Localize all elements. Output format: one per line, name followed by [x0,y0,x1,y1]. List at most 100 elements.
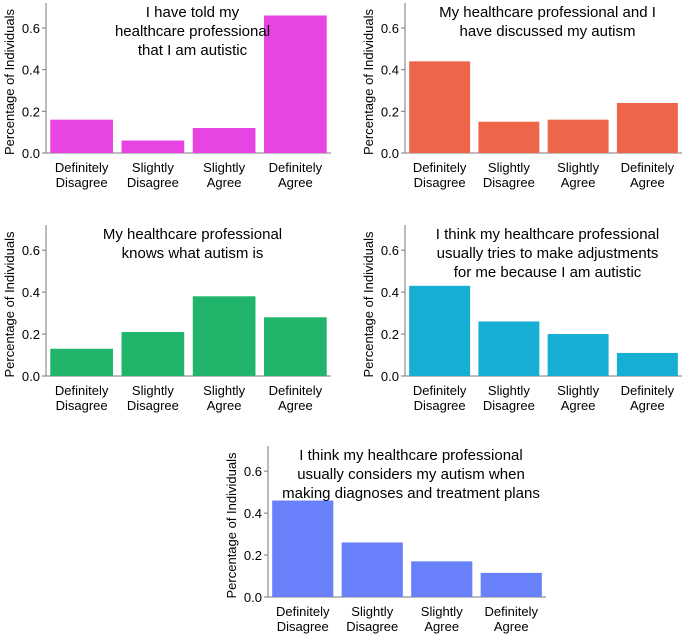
chart-panel-4: 0.0 0.2 0.4 0.6 Percentage of Individuals Def… [361,225,682,413]
y-tick-label: 0.6 [381,21,399,36]
x-tick-label: Definitely [621,383,675,398]
x-tick-label: Agree [207,398,242,413]
x-tick-label: Definitely [621,160,675,175]
bar [616,352,678,376]
x-tick-label: Disagree [56,175,108,190]
y-tick-label: 0.6 [244,464,262,479]
x-tick-label: Definitely [276,604,330,619]
bar [409,61,471,154]
x-tick-label: Slightly [132,383,174,398]
x-tick-label: Agree [561,398,596,413]
bar [480,572,542,597]
y-tick-label: 0.2 [381,104,399,119]
y-axis-label: Percentage of Individuals [361,9,376,155]
chart-title: have discussed my autism [460,23,636,40]
chart-panel-5: 0.0 0.2 0.4 0.6 Percentage of Individuals Def… [224,446,546,634]
x-tick-label: Agree [630,175,665,190]
y-tick-label: 0.4 [22,63,40,78]
x-tick-label: Slightly [421,604,463,619]
bar [341,542,403,597]
bar [547,119,609,153]
chart-title: I think my healthcare professional [299,447,522,464]
bar [50,348,113,376]
y-tick-label: 0.4 [381,285,399,300]
y-tick-label: 0.2 [22,104,40,119]
bar [547,334,609,376]
x-tick-label: Disagree [483,175,535,190]
chart-title: usually considers my autism when [297,466,525,483]
bar [192,296,256,376]
x-tick-label: Disagree [483,398,535,413]
bar [121,140,185,153]
x-tick-label: Definitely [485,604,539,619]
chart-title: healthcare professional [115,23,270,40]
x-tick-label: Slightly [351,604,393,619]
y-tick-label: 0.0 [22,146,40,161]
y-tick-label: 0.2 [244,548,262,563]
x-tick-label: Agree [278,175,313,190]
y-tick-label: 0.6 [22,21,40,36]
bar [409,285,471,376]
x-tick-label: Slightly [203,383,245,398]
chart-title: My healthcare professional [103,226,282,243]
y-tick-label: 0.6 [381,243,399,258]
chart-panel-1: 0.0 0.2 0.4 0.6 Percentage of Individuals Def… [2,3,331,190]
y-tick-label: 0.6 [22,243,40,258]
x-tick-label: Slightly [203,160,245,175]
chart-title: making diagnoses and treatment plans [282,485,540,502]
x-tick-label: Agree [494,619,529,634]
x-tick-label: Definitely [413,160,467,175]
chart-title: that I am autistic [138,42,248,59]
chart-title: I have told my [146,4,240,21]
x-tick-label: Slightly [557,160,599,175]
bar [121,331,185,376]
bar [478,121,540,153]
y-axis-label: Percentage of Individuals [224,452,239,598]
x-tick-label: Agree [561,175,596,190]
bar [192,128,256,153]
y-tick-label: 0.4 [22,285,40,300]
x-tick-label: Definitely [269,383,323,398]
x-tick-label: Agree [278,398,313,413]
y-axis-label: Percentage of Individuals [361,231,376,377]
x-tick-label: Definitely [55,160,109,175]
bar [264,15,327,153]
chart-title: for me because I am autistic [454,264,642,281]
x-tick-label: Slightly [488,383,530,398]
bar [264,317,327,376]
x-tick-label: Slightly [488,160,530,175]
y-tick-label: 0.0 [381,369,399,384]
x-tick-label: Disagree [127,175,179,190]
bar [411,561,473,597]
y-tick-label: 0.2 [381,327,399,342]
y-axis-label: Percentage of Individuals [2,9,17,155]
x-tick-label: Disagree [56,398,108,413]
x-tick-label: Definitely [55,383,109,398]
bar [478,321,540,376]
y-tick-label: 0.4 [381,63,399,78]
y-tick-label: 0.4 [244,506,262,521]
x-tick-label: Disagree [414,175,466,190]
x-tick-label: Definitely [413,383,467,398]
x-tick-label: Disagree [346,619,398,634]
bar [616,103,678,153]
bar [50,119,113,153]
x-tick-label: Disagree [414,398,466,413]
chart-panel-3: 0.0 0.2 0.4 0.6 Percentage of Individuals Def… [2,225,331,413]
y-tick-label: 0.0 [381,146,399,161]
y-tick-label: 0.0 [244,590,262,605]
chart-title: I think my healthcare professional [436,226,659,243]
y-tick-label: 0.0 [22,369,40,384]
x-tick-label: Definitely [269,160,323,175]
chart-title: usually tries to make adjustments [437,245,659,262]
x-tick-label: Slightly [557,383,599,398]
x-tick-label: Agree [424,619,459,634]
x-tick-label: Agree [207,175,242,190]
chart-title: knows what autism is [122,245,264,262]
y-axis-label: Percentage of Individuals [2,231,17,377]
y-tick-label: 0.2 [22,327,40,342]
chart-title: My healthcare professional and I [439,4,656,21]
x-tick-label: Disagree [277,619,329,634]
x-tick-label: Slightly [132,160,174,175]
